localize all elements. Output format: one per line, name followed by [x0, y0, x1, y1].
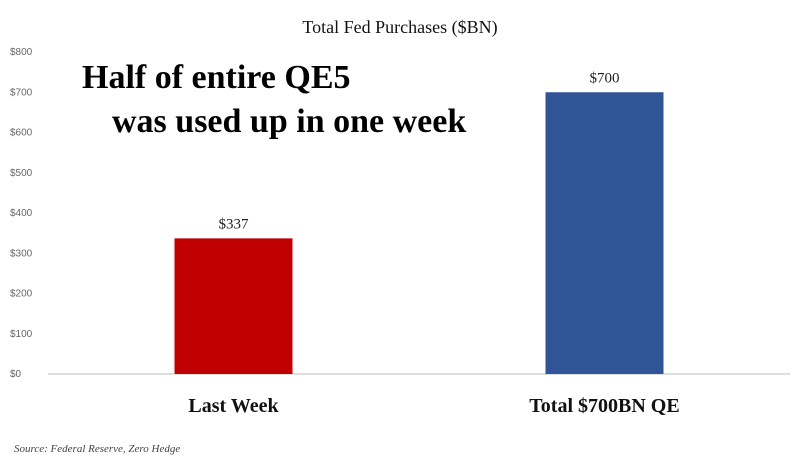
y-tick-label: $700	[10, 87, 33, 98]
y-tick-label: $600	[10, 128, 33, 139]
annotation: Half of entire QE5 was used up in one we…	[82, 59, 466, 140]
category-labels: Last Week Total $700BN QE	[188, 395, 679, 417]
data-label: $337	[219, 216, 250, 232]
y-tick-label: $100	[10, 329, 33, 340]
bar	[174, 238, 293, 374]
bar	[545, 92, 664, 374]
chart-title: Total Fed Purchases ($BN)	[302, 17, 497, 38]
source-note: Source: Federal Reserve, Zero Hedge	[14, 443, 180, 455]
y-tick-label: $0	[10, 369, 22, 380]
x-tick-label: Last Week	[188, 395, 279, 417]
y-tick-label: $400	[10, 208, 33, 219]
y-tick-label: $800	[10, 47, 33, 58]
y-tick-label: $300	[10, 248, 33, 259]
y-tick-label: $200	[10, 289, 33, 300]
bars	[174, 92, 664, 374]
annotation-line-1: Half of entire QE5	[82, 59, 351, 96]
y-axis: $0 $100 $200 $300 $400 $500 $600 $700 $800	[10, 47, 33, 380]
value-labels: $337 $700	[219, 70, 620, 232]
data-label: $700	[590, 70, 620, 86]
x-tick-label: Total $700BN QE	[529, 395, 679, 417]
annotation-line-2: was used up in one week	[112, 103, 466, 140]
y-tick-label: $500	[10, 168, 33, 179]
